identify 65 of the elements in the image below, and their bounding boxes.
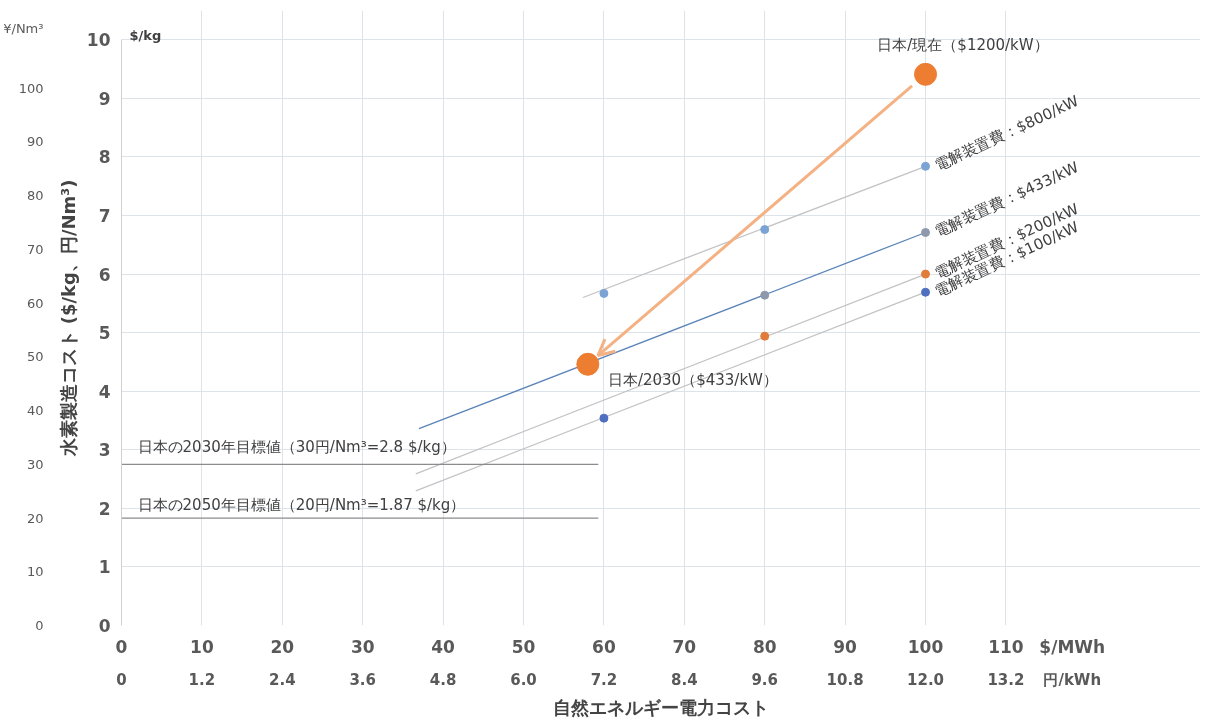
x2-tick-label: 8.4 — [671, 670, 698, 689]
x-tick-label: 70 — [672, 636, 697, 657]
x-tick-label: 40 — [431, 636, 456, 657]
y-tick-label: 6 — [98, 264, 111, 285]
point — [760, 225, 770, 235]
point — [921, 287, 931, 297]
y-tick-label: 2 — [98, 498, 111, 519]
y-tick-label: 8 — [98, 147, 111, 168]
point — [921, 227, 931, 237]
point — [760, 290, 770, 300]
y-tick-label: 9 — [98, 88, 111, 109]
y-tick-label: 7 — [98, 206, 111, 226]
annotation: $/kg — [129, 28, 162, 44]
x2-tick-label: 13.2 — [987, 670, 1025, 689]
x-tick-label: 100 — [907, 636, 944, 657]
point — [921, 269, 931, 279]
x2-tick-label: 2.4 — [269, 670, 296, 689]
x2-tick-label: 3.6 — [349, 670, 376, 689]
x2-tick-label: 7.2 — [590, 670, 618, 689]
y-tick-label: 0 — [98, 616, 111, 636]
y-tick-label: 1 — [98, 557, 111, 578]
x-tick-label: 0 — [115, 636, 128, 657]
text: 円/kWh — [1043, 670, 1102, 689]
y2-tick-label: 60 — [26, 295, 44, 311]
x-tick-label: 80 — [752, 636, 777, 657]
y2-tick-label: 0 — [35, 618, 44, 633]
point — [599, 413, 609, 423]
annotation: 日本の2030年目標値（30円/Nm³=2.8 $/kg） — [137, 437, 456, 456]
x2-tick-label: 12.0 — [907, 670, 945, 689]
x2-tick-label: 4.8 — [429, 670, 457, 689]
x-tick-label: 60 — [592, 636, 616, 657]
x-tick-label: 110 — [988, 636, 1024, 657]
x-tick-label: 20 — [270, 636, 295, 657]
x2-tick-label: 0 — [116, 670, 127, 689]
x-tick-label: 90 — [833, 636, 858, 657]
y2-tick-label: 80 — [26, 188, 44, 204]
text: ¥/Nm³ — [3, 20, 44, 36]
x2-tick-label: 10.8 — [826, 670, 864, 689]
y2-tick-label: 90 — [26, 134, 44, 150]
y2-tick-label: 20 — [26, 510, 44, 526]
point — [760, 331, 770, 341]
annotation: 日本/2030（$433/kW） — [607, 370, 778, 389]
x2-tick-label: 6.0 — [510, 670, 537, 689]
x2-tick-label: 9.6 — [751, 670, 779, 689]
y-tick-label: 10 — [86, 30, 111, 51]
y-tick-label: 4 — [98, 381, 111, 402]
text: $/MWh — [1039, 636, 1106, 657]
point — [921, 161, 931, 171]
y2-tick-label: 70 — [26, 241, 44, 257]
y2-tick-label: 50 — [26, 349, 44, 365]
y-tick-label: 5 — [98, 323, 111, 344]
annotation: 日本/現在（$1200/kW） — [877, 36, 1049, 55]
x-tick-label: 10 — [190, 636, 214, 657]
y-tick-label: 3 — [98, 440, 111, 461]
x-axis-title: 自然エネルギー電力コスト — [553, 696, 769, 718]
x-tick-label: 50 — [511, 636, 536, 657]
x-tick-label: 30 — [350, 636, 375, 657]
y2-tick-label: 30 — [26, 456, 44, 472]
y2-tick-label: 10 — [26, 564, 44, 580]
y-axis-title: 水素製造コスト ($/kg、円/Nm³) — [57, 179, 79, 458]
y2-tick-label: 100 — [18, 80, 44, 96]
annotation: 日本の2050年目標値（20円/Nm³=1.87 $/kg） — [137, 496, 466, 515]
x2-tick-label: 1.2 — [188, 670, 216, 689]
y2-tick-label: 40 — [26, 403, 44, 419]
point — [599, 288, 609, 298]
